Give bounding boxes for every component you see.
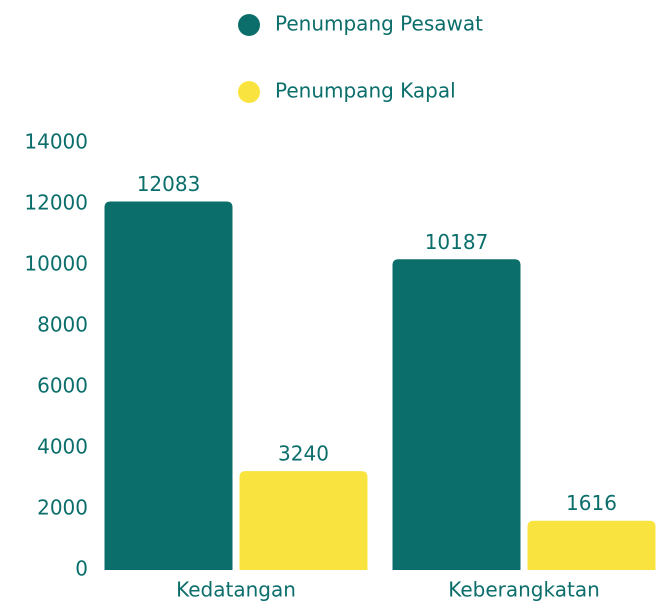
y-tick-label: 0 xyxy=(75,557,88,581)
y-tick-label: 8000 xyxy=(37,313,88,337)
bar xyxy=(104,201,233,570)
x-tick-label: Keberangkatan xyxy=(448,578,600,602)
data-label: 3240 xyxy=(278,442,329,466)
y-tick-label: 2000 xyxy=(37,496,88,520)
y-tick-label: 4000 xyxy=(37,435,88,459)
bar xyxy=(239,471,368,570)
data-label: 12083 xyxy=(137,172,201,196)
data-label: 10187 xyxy=(425,230,489,254)
y-tick-label: 10000 xyxy=(24,252,88,276)
y-tick-label: 14000 xyxy=(24,130,88,154)
x-tick-label: Kedatangan xyxy=(176,578,296,602)
bar xyxy=(527,520,656,570)
y-tick-label: 6000 xyxy=(37,374,88,398)
y-tick-label: 12000 xyxy=(24,191,88,215)
legend-marker xyxy=(238,81,260,103)
legend-label: Penumpang Kapal xyxy=(275,79,456,103)
legend-marker xyxy=(238,14,260,36)
bar xyxy=(392,259,521,570)
data-label: 1616 xyxy=(566,491,617,515)
legend-label: Penumpang Pesawat xyxy=(275,12,483,36)
